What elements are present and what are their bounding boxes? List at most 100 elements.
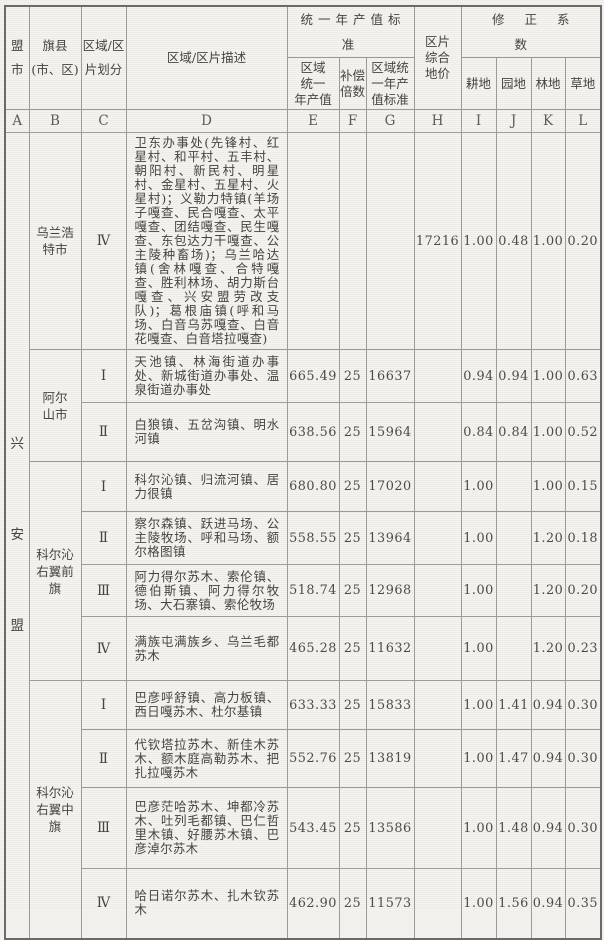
document-page: 盟 市 旗县 (市、区) 区域/区 片划分 区域/区片描述 统一年产值标准 区片… <box>4 5 603 940</box>
value-cropland-factor: 1.00 <box>460 564 497 617</box>
county-cell: 乌兰浩 特市 <box>28 132 82 350</box>
land-price-table: 盟 市 旗县 (市、区) 区域/区 片划分 区域/区片描述 统一年产值标准 区片… <box>4 5 603 940</box>
column-letter-d: D <box>125 109 288 133</box>
value-land-price <box>413 616 462 681</box>
header-cell-league-city: 盟 市 <box>4 5 30 110</box>
table-row: 科尔沁 右翼中 旗 Ⅰ 巴彦呼舒镇、高力板镇、西日嘎苏木、杜尔基镇 633.33… <box>5 680 602 939</box>
table-row: Ⅳ 满族屯满族乡、乌兰毛都苏木 465.28 25 11632 1.00 1.2… <box>5 616 602 681</box>
value-garden-factor <box>495 511 532 565</box>
value-standard: 13819 <box>365 729 415 788</box>
column-letter-j: J <box>495 109 532 133</box>
league-cell: 兴 安 盟 <box>4 132 30 939</box>
header-cell-regional-annual-value: 区域 统一 年产值 <box>286 57 340 110</box>
county-cell: 科尔沁 右翼前 旗 <box>28 461 82 681</box>
value-garden-factor: 1.47 <box>495 729 532 788</box>
zone-cell: Ⅱ <box>80 729 127 788</box>
value-land-price <box>413 868 462 939</box>
county-cell: 阿尔 山市 <box>28 349 82 462</box>
table-row: Ⅱ 代钦塔拉苏木、新佳木苏木、额木庭高勒苏木、把扎拉嘎苏木 552.76 25 … <box>5 729 602 788</box>
value-forest-factor: 0.94 <box>530 729 566 788</box>
district-desc-cell: 代钦塔拉苏木、新佳木苏木、额木庭高勒苏木、把扎拉嘎苏木 <box>125 729 288 788</box>
value-cropland-factor: 1.00 <box>460 868 497 939</box>
header-cell-annual-value-standard: 区域统 一年产 值标准 <box>365 57 415 110</box>
zone-cell: Ⅳ <box>80 132 127 350</box>
value-cropland-factor: 0.94 <box>460 349 497 403</box>
value-land-price: 17216 <box>413 132 462 350</box>
value-cropland-factor: 1.00 <box>460 787 497 869</box>
value-multiplier: 25 <box>338 787 367 869</box>
column-letter-c: C <box>80 109 127 133</box>
value-standard: 12968 <box>365 564 415 617</box>
value-grassland-factor: 0.23 <box>564 616 602 681</box>
value-standard <box>365 132 415 350</box>
zone-cell: Ⅳ <box>80 868 127 939</box>
value-grassland-factor: 0.18 <box>564 511 602 565</box>
zone-cell: Ⅰ <box>80 680 127 730</box>
value-cropland-factor: 0.84 <box>460 402 497 462</box>
header-row-groups: 盟 市 旗县 (市、区) 区域/区 片划分 区域/区片描述 统一年产值标准 区片… <box>4 5 602 110</box>
value-grassland-factor: 0.30 <box>564 729 602 788</box>
value-standard: 16637 <box>365 349 415 403</box>
value-garden-factor: 1.48 <box>495 787 532 869</box>
header-cell-forest: 林地 <box>530 57 566 110</box>
value-land-price <box>413 349 462 403</box>
value-multiplier: 25 <box>338 868 367 939</box>
column-letter-g: G <box>365 109 415 133</box>
value-forest-factor: 1.00 <box>530 461 566 512</box>
value-forest-factor: 0.94 <box>530 680 566 730</box>
value-annual-output <box>286 132 340 350</box>
header-cell-grassland: 草地 <box>564 57 602 110</box>
value-multiplier: 25 <box>338 564 367 617</box>
column-letter-row: A B C D E F G H I J K L <box>4 109 602 133</box>
zone-cell: Ⅰ <box>80 461 127 512</box>
column-letter-e: E <box>286 109 340 133</box>
value-cropland-factor: 1.00 <box>460 680 497 730</box>
value-land-price <box>413 511 462 565</box>
value-land-price <box>413 787 462 869</box>
value-standard: 13964 <box>365 511 415 565</box>
header-cell-county: 旗县 (市、区) <box>28 5 82 110</box>
header-cell-garden: 园地 <box>495 57 532 110</box>
value-forest-factor: 1.00 <box>530 349 566 403</box>
value-multiplier: 25 <box>338 461 367 512</box>
value-garden-factor: 0.84 <box>495 402 532 462</box>
value-land-price <box>413 680 462 730</box>
zone-cell: Ⅰ <box>80 349 127 403</box>
value-grassland-factor: 0.20 <box>564 132 602 350</box>
value-forest-factor: 1.20 <box>530 511 566 565</box>
value-multiplier <box>338 132 367 350</box>
header-cell-compensation-multiplier: 补偿 倍数 <box>338 57 367 110</box>
value-multiplier: 25 <box>338 349 367 403</box>
table-row: Ⅲ 阿力得尔苏木、索伦镇、德伯斯镇、阿力得尔牧场、大石寨镇、索伦牧场 518.7… <box>5 564 602 617</box>
value-annual-output: 638.56 <box>286 402 340 462</box>
value-multiplier: 25 <box>338 402 367 462</box>
district-desc-cell: 科尔沁镇、归流河镇、居力很镇 <box>125 461 288 512</box>
value-multiplier: 25 <box>338 511 367 565</box>
column-letter-f: F <box>338 109 367 133</box>
value-garden-factor: 0.48 <box>495 132 532 350</box>
value-annual-output: 558.55 <box>286 511 340 565</box>
value-land-price <box>413 729 462 788</box>
value-grassland-factor: 0.52 <box>564 402 602 462</box>
header-cell-cropland: 耕地 <box>460 57 497 110</box>
value-annual-output: 518.74 <box>286 564 340 617</box>
value-grassland-factor: 0.35 <box>564 868 602 939</box>
column-letter-l: L <box>564 109 602 133</box>
value-annual-output: 680.80 <box>286 461 340 512</box>
value-garden-factor: 1.56 <box>495 868 532 939</box>
value-annual-output: 462.90 <box>286 868 340 939</box>
table-row: Ⅳ 哈日诺尔苏木、扎木钦苏木 462.90 25 11573 1.00 1.56… <box>5 868 602 939</box>
table-row: 科尔沁 右翼前 旗 Ⅰ 科尔沁镇、归流河镇、居力很镇 680.80 25 170… <box>5 461 602 681</box>
value-cropland-factor: 1.00 <box>460 132 497 350</box>
value-land-price <box>413 564 462 617</box>
county-cell: 科尔沁 右翼中 旗 <box>28 680 82 939</box>
zone-cell: Ⅳ <box>80 616 127 681</box>
value-multiplier: 25 <box>338 680 367 730</box>
district-desc-cell: 巴彦呼舒镇、高力板镇、西日嘎苏木、杜尔基镇 <box>125 680 288 730</box>
header-cell-zone-division: 区域/区 片划分 <box>80 5 127 110</box>
value-annual-output: 552.76 <box>286 729 340 788</box>
value-garden-factor: 1.41 <box>495 680 532 730</box>
value-garden-factor: 0.94 <box>495 349 532 403</box>
column-letter-b: B <box>28 109 82 133</box>
value-land-price <box>413 402 462 462</box>
